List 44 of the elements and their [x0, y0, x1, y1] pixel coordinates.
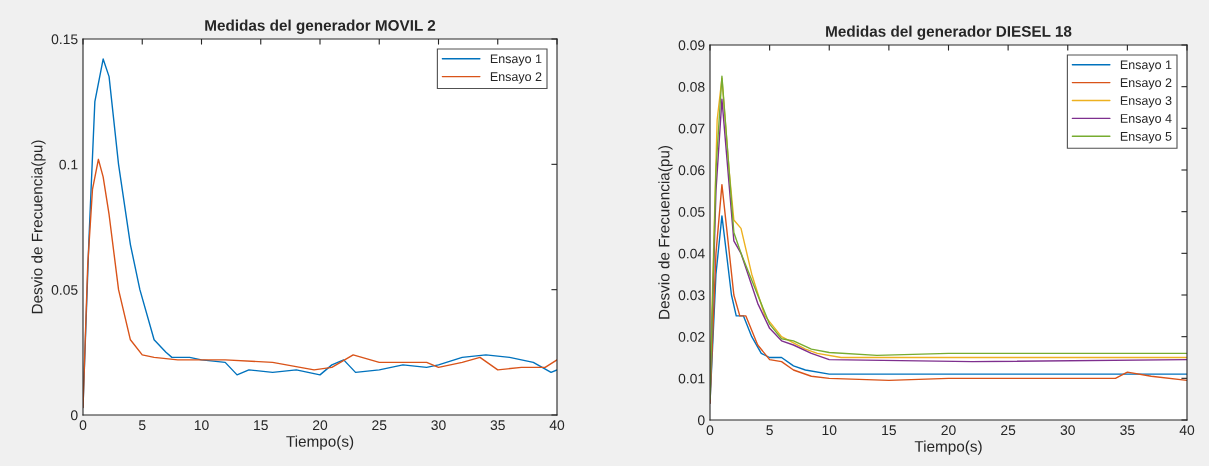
x-tick-label: 40 — [549, 420, 565, 431]
y-tick-label: 0.02 — [678, 332, 705, 342]
legend-label: Ensayo 2 — [1120, 78, 1172, 90]
x-tick-label: 20 — [941, 425, 956, 436]
y-tick-label: 0.15 — [51, 34, 78, 45]
y-tick-label: 0.05 — [678, 207, 705, 217]
y-tick-label: 0.09 — [678, 40, 705, 51]
x-tick-label: 15 — [254, 420, 268, 431]
chart-title: Medidas del generador MOVIL 2 — [205, 19, 436, 34]
x-axis-title: Tiempo(s) — [286, 435, 354, 450]
legend-label: Ensayo 5 — [1120, 132, 1172, 144]
x-tick-label: 10 — [194, 420, 209, 431]
y-tick-label: 0.07 — [678, 123, 705, 134]
x-tick-label: 35 — [490, 420, 505, 431]
y-tick-label: 0.03 — [678, 290, 705, 301]
y-tick-label: 0.05 — [51, 285, 78, 295]
x-tick-label: 5 — [766, 425, 773, 436]
x-tick-label: 30 — [431, 420, 446, 431]
y-tick-label: 0 — [70, 410, 78, 421]
x-tick-label: 25 — [1001, 425, 1016, 436]
x-tick-label: 35 — [1120, 425, 1135, 436]
y-tick-label: 0.08 — [678, 82, 705, 92]
x-tick-label: 0 — [79, 420, 87, 431]
y-axis-title: Desvio de Frecuencia(pu) — [658, 145, 673, 319]
x-tick-label: 5 — [138, 420, 146, 431]
y-tick-label: 0.1 — [59, 159, 78, 170]
legend-label: Ensayo 1 — [490, 54, 542, 66]
x-tick-label: 40 — [1179, 425, 1195, 436]
x-tick-label: 20 — [312, 420, 328, 431]
legend-label: Ensayo 1 — [1120, 60, 1172, 72]
legend-label: Ensayo 4 — [1120, 114, 1172, 126]
y-tick-label: 0.06 — [678, 165, 705, 176]
legend-label: Ensayo 3 — [1120, 96, 1172, 108]
x-tick-label: 15 — [882, 425, 897, 436]
x-tick-label: 30 — [1060, 425, 1075, 436]
y-axis-title: Desvio de Frecuencia(pu) — [31, 140, 46, 314]
chart-title: Medidas del generador DIESEL 18 — [826, 25, 1072, 40]
x-tick-label: 25 — [372, 420, 387, 431]
x-tick-label: 0 — [706, 425, 714, 436]
y-tick-label: 0.04 — [678, 248, 705, 259]
y-tick-label: 0.01 — [678, 373, 705, 384]
legend-label: Ensayo 2 — [490, 72, 542, 84]
x-axis-title: Tiempo(s) — [914, 440, 982, 455]
x-tick-label: 10 — [822, 425, 837, 436]
